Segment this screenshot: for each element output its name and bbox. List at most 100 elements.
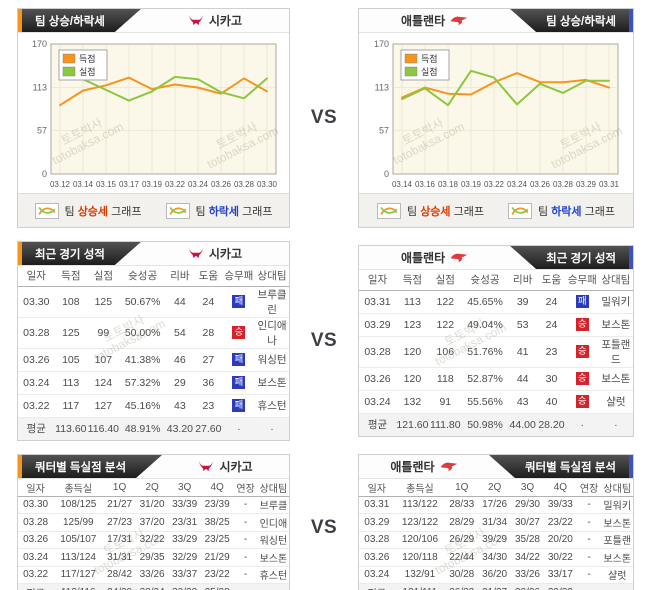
cell-q4: 23/39 — [200, 496, 234, 514]
cell-q1: 28/33 — [445, 496, 479, 514]
cell-reb: 43.20 — [165, 416, 195, 440]
cell-q4: 29/22 — [543, 583, 577, 590]
cell-q4: 38/25 — [200, 513, 234, 532]
cell-total: 113/124 — [53, 548, 104, 567]
win-badge: 승 — [575, 372, 589, 385]
column-header: 실점 — [87, 266, 120, 287]
table-row: 03.28 125 99 50.00% 54 28 승 인디애나 — [18, 317, 289, 349]
cell-q4: 23/25 — [200, 531, 234, 549]
cell-opponent: 인디애나 — [255, 317, 289, 349]
cell-opponent: · — [601, 583, 633, 590]
cell-date: 03.22 — [18, 394, 55, 418]
cell-opponent: · — [598, 412, 633, 436]
cell-q3: 34/22 — [511, 548, 544, 567]
column-header: 4Q — [200, 479, 234, 497]
cell-ot: - — [233, 513, 258, 532]
column-header: 실점 — [428, 270, 462, 291]
cell-date: 평균 — [359, 412, 396, 436]
chicago-bulls-logo — [188, 14, 204, 27]
cell-q2: 39/29 — [478, 531, 512, 549]
svg-text:170: 170 — [31, 39, 46, 49]
cell-pts: 123 — [395, 313, 429, 337]
table-row: 03.26 120 118 52.87% 44 30 승 보스톤 — [359, 367, 633, 391]
table-row: 03.30 108 125 50.67% 44 24 패 브루클린 — [18, 286, 289, 318]
svg-text:03.14: 03.14 — [72, 180, 93, 189]
cell-ot: · — [576, 583, 602, 590]
fall-graph-legend: 팀 하락세 그래프 — [508, 202, 615, 219]
cell-fg: 50.67% — [119, 286, 166, 318]
table-row: 03.24 132 91 55.56% 43 40 승 샬럿 — [359, 390, 633, 414]
legend-text: 팀 하락세 그래프 — [195, 205, 273, 218]
cell-pts: 117 — [54, 394, 88, 418]
svg-text:03.19: 03.19 — [461, 180, 482, 189]
cell-ot: - — [233, 548, 258, 567]
column-header: 1Q — [445, 479, 479, 497]
cell-opponent: 포틀랜드 — [598, 336, 633, 368]
cell-ast: 24 — [537, 313, 566, 337]
average-row: 평균 113.60 116.40 48.91% 43.20 27.60 · · — [18, 416, 289, 440]
trend-panel-atlanta: 애틀랜타 팀 상승/하락세 03.14 03.16 03.18 03.19 03.22 0… — [358, 8, 634, 228]
atlanta-hawks-logo — [440, 462, 458, 472]
team-label-atlanta: 애틀랜타 — [390, 455, 457, 478]
loss-badge: 패 — [232, 295, 246, 308]
accent-bar — [18, 9, 22, 32]
cell-opponent: · — [257, 583, 289, 590]
column-header: 도움 — [537, 270, 566, 291]
table-header-row: 일자 득점 실점 슛성공 리바 도움 승무패 상대팀 — [18, 266, 289, 287]
cell-total: 108/125 — [53, 496, 104, 514]
section-title: 팀 상승/하락세 — [35, 15, 105, 28]
column-header: 일자 — [359, 479, 395, 497]
cell-total: 125/99 — [53, 513, 104, 532]
cell-total: 132/91 — [394, 566, 446, 584]
table-row: 03.22 117/127 28/42 33/26 33/37 23/22- 휴스턴 — [18, 566, 289, 584]
quarters-panel-chicago: 쿼터별 득실점 분석 시카고 일자 총득실 1Q 2Q 3Q 4Q 연장 상대팀 03.30 1… — [17, 454, 290, 590]
atlanta-hawks-logo — [450, 253, 468, 263]
cell-q4: 30/22 — [543, 548, 577, 567]
cell-q1: 26/32 — [445, 583, 479, 590]
cell-q4: 21/29 — [200, 548, 234, 567]
cell-ot: - — [576, 531, 602, 549]
cell-date: 평균 — [18, 583, 54, 590]
rise-graph-legend: 팀 상승세 그래프 — [34, 202, 142, 219]
legend-text: 팀 상승세 그래프 — [407, 205, 484, 218]
cell-opp: 122 — [428, 313, 462, 337]
cell-fg: 45.16% — [119, 394, 166, 418]
svg-text:03.22: 03.22 — [484, 180, 505, 189]
cell-q3: 33/39 — [168, 496, 201, 514]
cell-opponent: 보스톤 — [598, 367, 633, 391]
cell-fg: 41.38% — [119, 348, 166, 372]
trend-panel-chicago: 팀 상승/하락세 시카고 03.12 03.14 03.15 03.17 03.19 03… — [17, 8, 290, 228]
cell-q1: 26/29 — [445, 531, 479, 549]
cell-ot: - — [233, 531, 258, 549]
cell-opp: 111.80 — [428, 412, 462, 436]
team-name: 시카고 — [219, 460, 253, 474]
accent-bar — [18, 455, 22, 478]
svg-text:실점: 실점 — [421, 66, 438, 77]
win-badge: 승 — [575, 345, 589, 358]
trend-lines-icon — [377, 202, 401, 219]
cell-total: 105/107 — [53, 531, 104, 549]
cell-opponent: · — [255, 416, 289, 440]
cell-reb: 43 — [508, 390, 538, 414]
cell-ast: 36 — [194, 371, 223, 395]
section-title: 최근 경기 성적 — [546, 252, 616, 265]
cell-ast: 24 — [194, 286, 223, 318]
cell-q4: 33/17 — [543, 566, 577, 584]
recent-panel-chicago: 최근 경기 성적 시카고 일자 득점 실점 슛성공 리바 도움 승무패 상대팀 03.30 10… — [17, 241, 290, 441]
svg-text:03.26: 03.26 — [210, 180, 231, 189]
cell-q1: 21/27 — [103, 496, 136, 514]
cell-q2: 31/20 — [135, 496, 169, 514]
win-badge: 승 — [232, 326, 246, 339]
column-header: 2Q — [135, 479, 169, 497]
cell-q3: 33/37 — [168, 566, 201, 584]
cell-q2: 34/30 — [478, 548, 512, 567]
cell-result: · — [222, 416, 256, 440]
section-title: 최근 경기 성적 — [35, 248, 105, 261]
cell-opponent: 보스톤 — [255, 371, 289, 395]
loss-badge: 패 — [575, 295, 589, 308]
quarters-panel-atlanta: 애틀랜타 쿼터별 득실점 분석 일자 총득실 1Q 2Q 3Q 4Q 연장 상대팀 03.31… — [358, 454, 634, 590]
quarter-analysis-section: 쿼터별 득실점 분석 시카고 일자 총득실 1Q 2Q 3Q 4Q 연장 상대팀 03.30 1… — [17, 454, 650, 590]
cell-q2: 31/34 — [478, 513, 512, 532]
panel-header: 애틀랜타 쿼터별 득실점 분석 — [359, 455, 633, 479]
cell-opp: 118 — [428, 367, 462, 391]
